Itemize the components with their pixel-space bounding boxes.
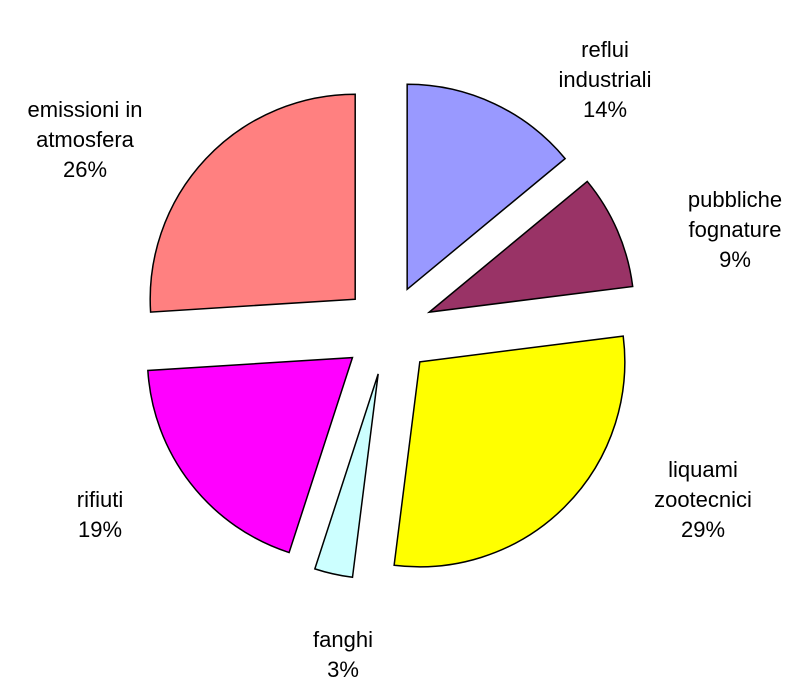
slice-label: liquami zootecnici 29% [636,455,771,545]
value-label: 26% [62,157,108,182]
value-label: 9% [719,247,751,272]
category-label: rifiuti [76,487,124,512]
category-label: emissioni in atmosfera [27,97,143,152]
pie-slice [426,180,634,314]
pie-slice [149,93,356,313]
pie-slice [313,373,379,579]
value-label: 19% [77,517,123,542]
category-label: fanghi [313,627,373,652]
slice-label: rifiuti 19% [50,485,150,545]
category-label: pubbliche fognature [687,187,783,242]
value-label: 3% [327,657,359,682]
value-label: 14% [582,97,628,122]
slice-label: pubbliche fognature 9% [670,185,800,275]
category-label: reflui industriali [558,37,652,92]
slice-label: fanghi 3% [293,625,393,685]
value-label: 29% [680,517,726,542]
pie-slice [406,83,567,291]
pie-slice [393,335,626,568]
pie-slice [147,356,354,554]
slice-label: emissioni in atmosfera 26% [10,95,160,185]
category-label: liquami zootecnici [654,457,752,512]
slice-label: reflui industriali 14% [540,35,670,125]
